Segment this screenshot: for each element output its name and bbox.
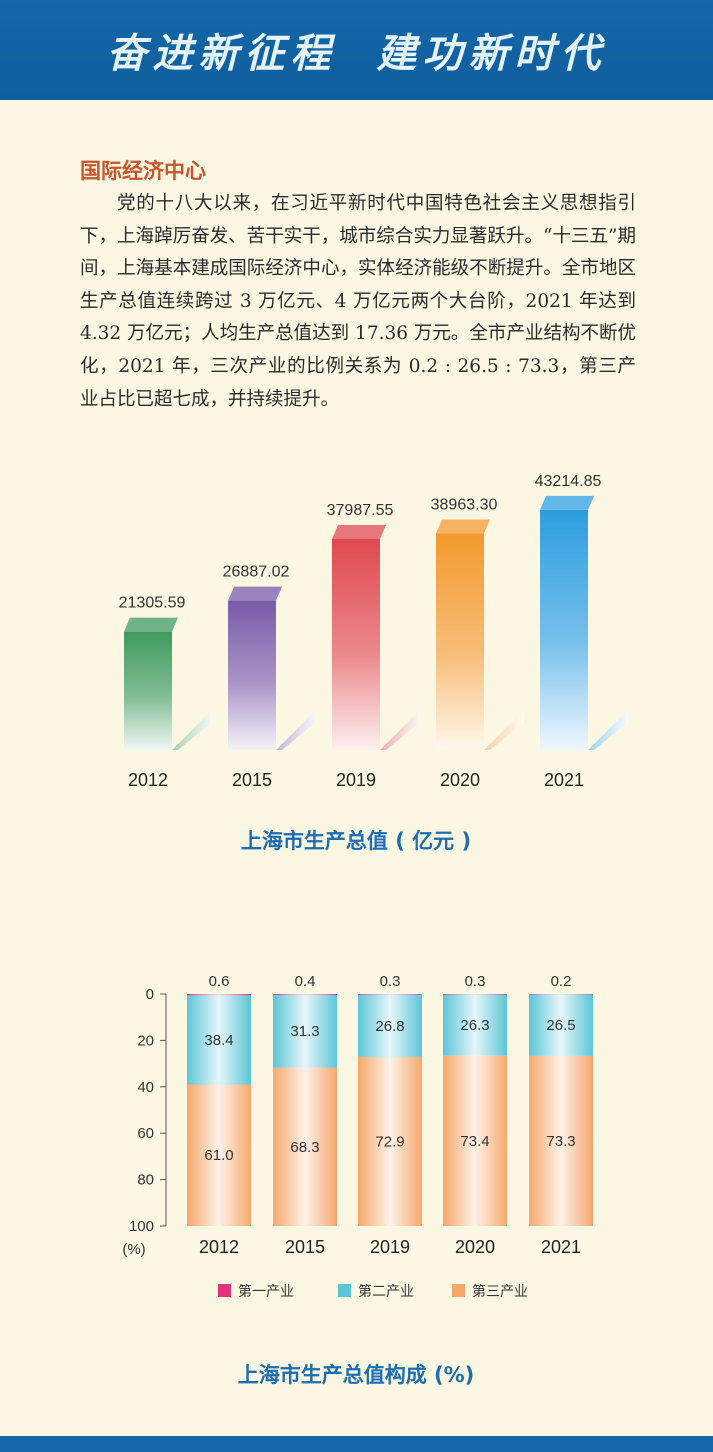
gdp-bar-top-2020 [436, 519, 490, 534]
section-heading: 国际经济中心 [80, 159, 206, 183]
legend-label-2: 第二产业 [358, 1283, 414, 1300]
gdp-bar-shadow-2019 [380, 710, 420, 750]
segment-label-2020-2: 26.3 [460, 1017, 489, 1034]
legend-swatch-1 [218, 1284, 231, 1297]
gdp-bar-shadow-2020 [484, 710, 524, 750]
segment-label-2021-2: 26.5 [546, 1017, 575, 1034]
segment-2015-2 [273, 994, 337, 1068]
y-tick-label-60: 60 [137, 1125, 154, 1142]
gdp-year-label-2019: 2019 [336, 770, 376, 790]
gdp-value-label-2012: 21305.59 [119, 595, 186, 612]
segment-2020-1 [443, 994, 507, 996]
y-tick-label-40: 40 [137, 1079, 154, 1096]
gdp-bar-top-2021 [540, 495, 594, 510]
segment-2019-1 [358, 994, 422, 996]
segment-2012-2 [187, 995, 251, 1085]
segment-label-2019-3: 72.9 [375, 1133, 404, 1150]
top-banner [0, 0, 713, 100]
segment-2019-3 [358, 1056, 422, 1226]
segment-2020-3 [443, 1055, 507, 1226]
gdp-chart-title: 上海市生产总值 ( 亿元 ) [241, 829, 471, 853]
gdp-bar-shadow-2012 [172, 710, 212, 750]
composition-year-label-2019: 2019 [370, 1237, 410, 1257]
segment-label-2015-3: 68.3 [290, 1139, 319, 1156]
segment-label-2020-3: 73.4 [460, 1133, 489, 1150]
footer-bar [0, 1436, 713, 1452]
y-unit-label: (%) [122, 1241, 145, 1258]
gdp-bar-shadow-2021 [588, 710, 628, 750]
segment-label-2015-2: 31.3 [290, 1023, 319, 1040]
y-tick-label-0: 0 [146, 986, 154, 1003]
banner-title: 奋进新征程 建功新时代 [106, 30, 607, 77]
gdp-value-label-2021: 43214.85 [535, 473, 602, 490]
y-tick-label-100: 100 [129, 1218, 154, 1235]
y-tick-label-20: 20 [137, 1032, 154, 1049]
segment-2015-1 [273, 994, 337, 996]
segment-2015-3 [273, 1067, 337, 1226]
segment-label-2015-1: 0.4 [295, 973, 316, 990]
gdp-bar-top-2019 [332, 524, 386, 539]
composition-year-label-2020: 2020 [455, 1237, 495, 1257]
legend-swatch-3 [452, 1284, 465, 1297]
gdp-year-label-2020: 2020 [440, 770, 480, 790]
composition-year-label-2021: 2021 [541, 1237, 581, 1257]
segment-2019-2 [358, 994, 422, 1057]
segment-label-2019-2: 26.8 [375, 1018, 404, 1035]
gdp-bar-2015 [228, 600, 276, 750]
segment-label-2020-1: 0.3 [465, 973, 486, 990]
gdp-bar-top-2012 [124, 617, 178, 632]
segment-2020-2 [443, 994, 507, 1056]
segment-label-2012-2: 38.4 [204, 1032, 233, 1049]
gdp-bar-chart: 21305.59 2012 26887.02 2015 37987.55 2019 3896… [119, 473, 628, 853]
gdp-year-label-2021: 2021 [544, 770, 584, 790]
gdp-year-label-2012: 2012 [128, 770, 168, 790]
gdp-year-label-2015: 2015 [232, 770, 272, 790]
gdp-bar-2012 [124, 631, 172, 750]
gdp-value-label-2019: 37987.55 [327, 502, 394, 519]
gdp-bar-2021 [540, 509, 588, 750]
y-tick-label-80: 80 [137, 1172, 154, 1189]
composition-year-label-2012: 2012 [199, 1237, 239, 1257]
body-paragraph: 党的十八大以来，在习近平新时代中国特色社会主义思想指引下，上海踔厉奋发、苦干实干… [80, 193, 636, 410]
gdp-composition-chart: 0 20 40 60 80 100 (%) 0.6 38.4 61.0 2012 0.4 31.3 68… [122, 973, 593, 1387]
gdp-bar-shadow-2015 [276, 710, 316, 750]
legend-label-3: 第三产业 [472, 1283, 528, 1300]
composition-chart-title: 上海市生产总值构成 (%) [238, 1363, 475, 1387]
legend-label-1: 第一产业 [238, 1283, 294, 1300]
segment-2021-3 [529, 1055, 593, 1226]
composition-year-label-2015: 2015 [285, 1237, 325, 1257]
gdp-bar-2020 [436, 533, 484, 750]
legend-swatch-2 [338, 1284, 351, 1297]
gdp-value-label-2020: 38963.30 [431, 497, 498, 514]
segment-2012-3 [187, 1084, 251, 1226]
segment-label-2021-3: 73.3 [546, 1133, 575, 1150]
segment-label-2012-3: 61.0 [204, 1147, 233, 1164]
segment-2012-1 [187, 994, 251, 996]
segment-label-2019-1: 0.3 [380, 973, 401, 990]
segment-2021-2 [529, 994, 593, 1056]
segment-label-2012-1: 0.6 [209, 973, 230, 990]
gdp-bar-2019 [332, 538, 380, 750]
gdp-bar-top-2015 [228, 586, 282, 601]
gdp-value-label-2015: 26887.02 [223, 564, 290, 581]
segment-label-2021-1: 0.2 [551, 973, 572, 990]
